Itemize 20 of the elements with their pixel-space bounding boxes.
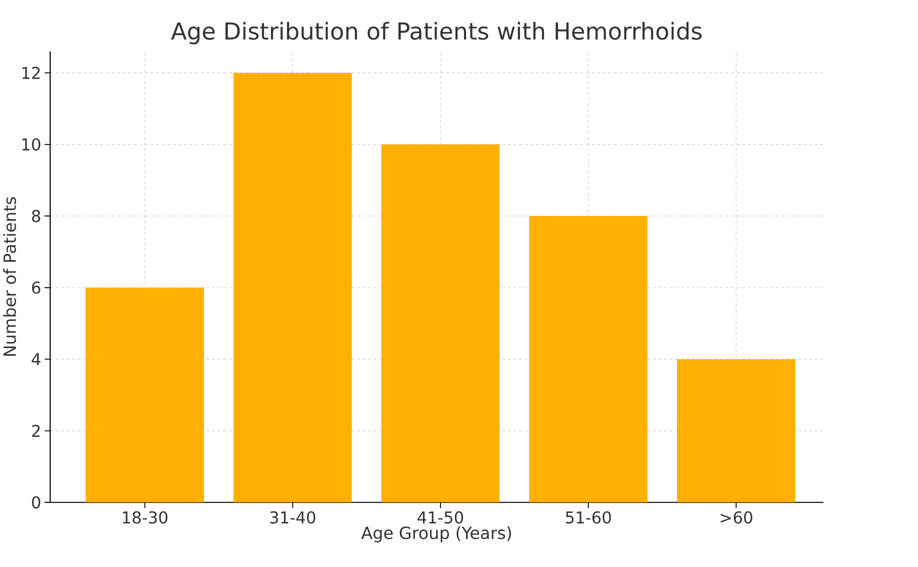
bar xyxy=(381,144,500,502)
x-tick-label: 51-60 xyxy=(566,511,611,524)
x-tick-label: 31-40 xyxy=(270,511,316,524)
y-tick-label: 4 xyxy=(32,353,40,366)
y-tick-label: 8 xyxy=(32,210,40,222)
x-tick-label: >60 xyxy=(720,511,752,524)
x-tick-label: 18-30 xyxy=(122,511,168,524)
y-tick-label: 12 xyxy=(22,66,40,79)
x-axis-title: Age Group (Years) xyxy=(361,526,511,543)
bar xyxy=(529,216,648,502)
y-tick-label: 10 xyxy=(22,138,40,151)
bar xyxy=(677,359,796,502)
y-tick-label: 0 xyxy=(32,496,40,509)
y-tick-label: 2 xyxy=(32,424,40,437)
x-tick-label: 41-50 xyxy=(418,511,464,524)
bar xyxy=(86,288,204,502)
bar xyxy=(234,72,352,502)
y-tick-label: 6 xyxy=(32,282,40,294)
y-axis-title: Number of Patients xyxy=(3,197,16,356)
chart-title: Age Distribution of Patients with Hemorrhoids xyxy=(171,22,702,44)
